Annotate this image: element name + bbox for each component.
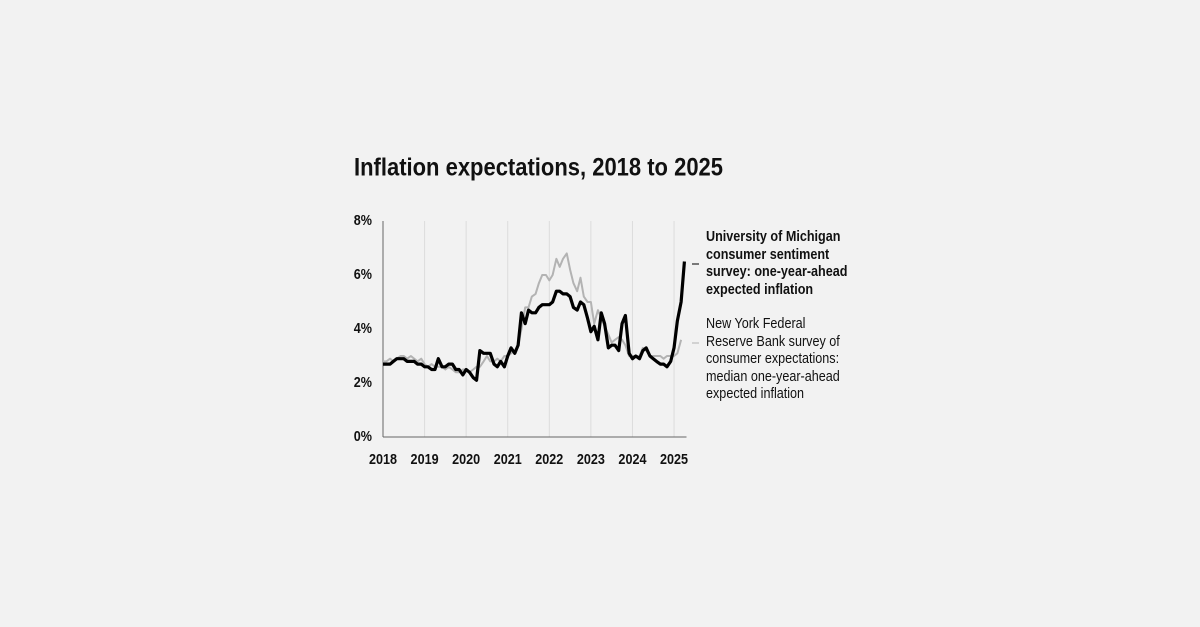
x-tick-label: 2019 bbox=[411, 450, 439, 467]
y-tick-label: 2% bbox=[354, 373, 372, 390]
y-tick-label: 8% bbox=[354, 211, 372, 228]
x-tick-label: 2020 bbox=[452, 450, 480, 467]
legend-label: University of Michigan consumer sentimen… bbox=[706, 228, 848, 298]
x-tick-label: 2022 bbox=[535, 450, 563, 467]
chart-title: Inflation expectations, 2018 to 2025 bbox=[354, 154, 723, 182]
y-tick-label: 6% bbox=[354, 265, 372, 282]
x-tick-label: 2023 bbox=[577, 450, 605, 467]
y-tick-label: 4% bbox=[354, 319, 372, 336]
x-tick-label: 2024 bbox=[618, 450, 646, 467]
line bbox=[383, 261, 687, 382]
legend-label: New York Federal Reserve Bank survey of … bbox=[706, 315, 840, 402]
x-tick-label: 2018 bbox=[369, 450, 397, 467]
y-tick-label: 0% bbox=[354, 427, 372, 444]
x-tick-label: 2025 bbox=[660, 450, 688, 467]
x-tick-label: 2021 bbox=[494, 450, 522, 467]
